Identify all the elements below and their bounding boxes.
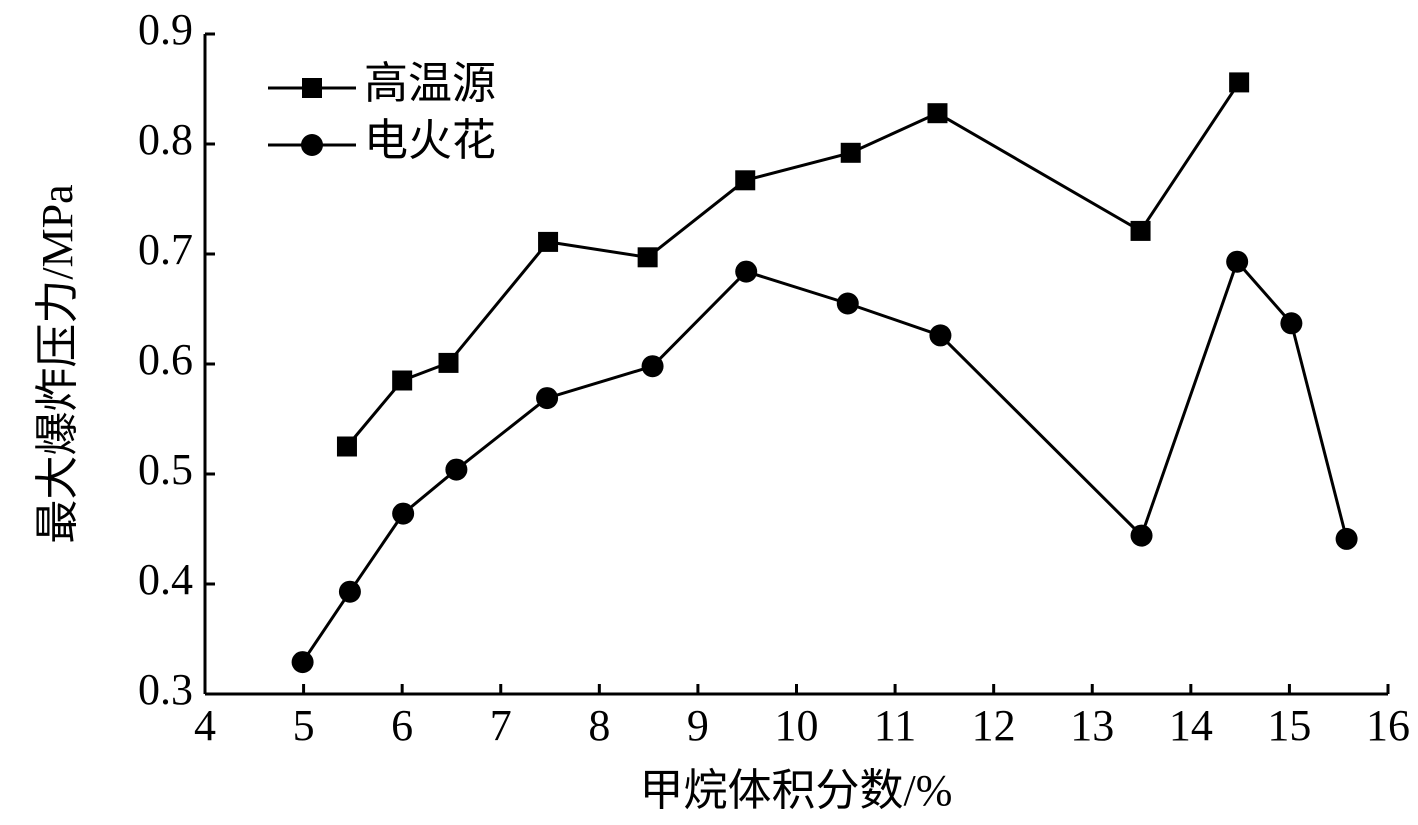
marker xyxy=(929,324,952,347)
marker xyxy=(291,651,314,674)
marker xyxy=(637,247,658,268)
y-axis-title: 最大爆炸压力/MPa xyxy=(33,184,82,543)
y-tick-label: 0.9 xyxy=(138,5,193,54)
marker xyxy=(336,436,357,457)
y-tick-label: 0.3 xyxy=(138,665,193,714)
legend-marker xyxy=(302,78,322,98)
marker xyxy=(538,231,559,252)
line xyxy=(345,81,1241,448)
marker xyxy=(1130,220,1151,241)
legend-marker xyxy=(301,134,323,156)
y-tick-label: 0.6 xyxy=(138,335,193,384)
x-tick-label: 11 xyxy=(874,701,916,750)
marker xyxy=(392,502,415,525)
marker xyxy=(1280,312,1303,335)
marker xyxy=(1130,524,1153,547)
x-tick-label: 5 xyxy=(293,701,315,750)
marker xyxy=(735,260,758,283)
marker xyxy=(836,292,859,315)
marker xyxy=(1226,250,1249,273)
y-tick-label: 0.4 xyxy=(138,555,193,604)
marker xyxy=(536,387,559,410)
x-tick-label: 16 xyxy=(1366,701,1410,750)
marker xyxy=(338,580,361,603)
legend-label: 高温源 xyxy=(364,59,496,108)
x-tick-label: 12 xyxy=(972,701,1016,750)
y-tick-label: 0.7 xyxy=(138,225,193,274)
marker xyxy=(1335,527,1358,550)
x-tick-label: 14 xyxy=(1169,701,1213,750)
marker xyxy=(927,103,948,124)
marker xyxy=(445,458,468,481)
x-tick-label: 10 xyxy=(775,701,819,750)
x-tick-label: 9 xyxy=(687,701,709,750)
x-tick-label: 8 xyxy=(588,701,610,750)
x-axis-title: 甲烷体积分数/% xyxy=(640,766,953,815)
x-tick-label: 6 xyxy=(391,701,413,750)
marker xyxy=(641,355,664,378)
marker xyxy=(438,352,459,373)
y-tick-label: 0.8 xyxy=(138,115,193,164)
x-tick-label: 13 xyxy=(1070,701,1114,750)
marker xyxy=(392,370,413,391)
marker xyxy=(735,170,756,191)
marker xyxy=(1229,72,1250,93)
x-tick-label: 7 xyxy=(490,701,512,750)
y-tick-label: 0.5 xyxy=(138,445,193,494)
marker xyxy=(840,142,861,163)
legend-label: 电火花 xyxy=(364,116,496,165)
x-tick-label: 15 xyxy=(1267,701,1311,750)
x-tick-label: 4 xyxy=(194,701,216,750)
